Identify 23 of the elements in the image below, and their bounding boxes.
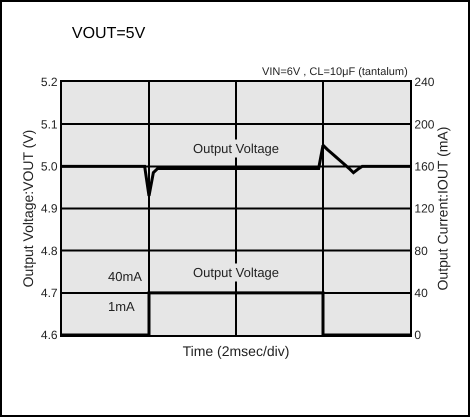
series-label: Output Voltage: [193, 265, 280, 280]
annotation: 1mA: [108, 299, 136, 314]
y2-axis-title: Output Current:IOUT (mA): [434, 126, 451, 290]
annotation: 40mA: [108, 269, 142, 284]
chart-title: VOUT=5V: [72, 24, 146, 42]
y2-tick-label: 240: [414, 75, 435, 90]
y-tick-label: 4.9: [40, 202, 58, 216]
y-tick-label: 5.2: [40, 75, 58, 90]
y-axis-title: Output Voltage:VOUT (V): [20, 130, 36, 288]
y2-tick-label: 80: [414, 244, 428, 258]
y2-tick-label: 120: [414, 202, 435, 216]
y-tick-label: 4.8: [40, 244, 58, 258]
x-axis-title: Time (2msec/div): [182, 342, 290, 359]
y2-tick-label: 160: [414, 160, 435, 174]
y-tick-label: 5.0: [40, 160, 58, 174]
y-tick-label: 4.6: [40, 328, 58, 342]
y-tick-label: 4.7: [40, 286, 58, 300]
y2-tick-label: 0: [414, 328, 422, 342]
y2-tick-label: 200: [414, 117, 435, 132]
y2-tick-label: 40: [414, 286, 428, 300]
chart-subtitle: VIN=6V , CL=10μF (tantalum): [262, 66, 408, 78]
y-tick-label: 5.1: [40, 117, 58, 132]
series-label: Output Voltage: [193, 141, 280, 156]
